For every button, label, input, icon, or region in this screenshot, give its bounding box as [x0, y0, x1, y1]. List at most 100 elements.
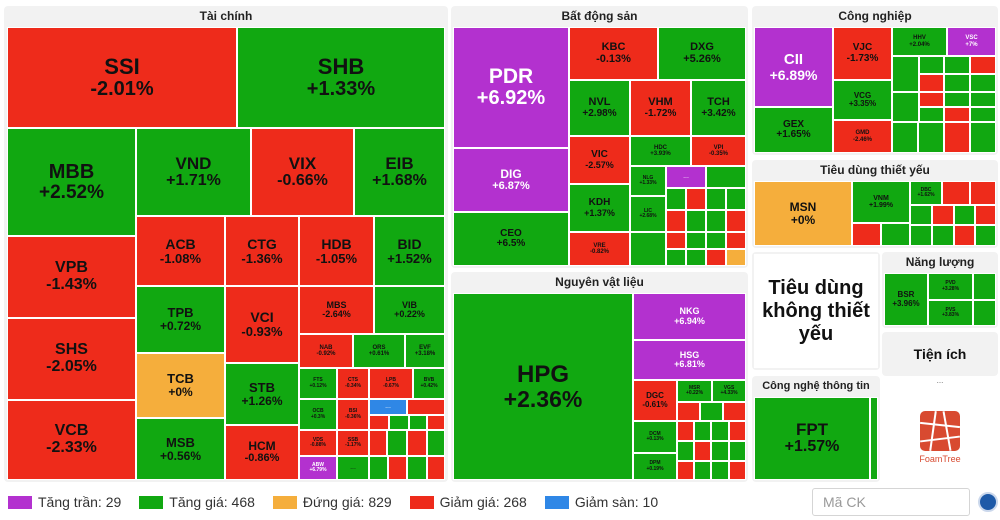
stock-tile-small[interactable] — [970, 74, 996, 92]
stock-tile-small[interactable] — [666, 232, 686, 249]
stock-tile-kbc[interactable]: KBC -0.13% — [569, 27, 658, 80]
stock-tile-small[interactable] — [944, 56, 970, 74]
stock-tile-dgc[interactable]: DGC -0.61% — [633, 380, 677, 421]
stock-tile-small[interactable] — [919, 56, 944, 74]
stock-tile-lpb[interactable]: LPB -0.67% — [369, 368, 413, 399]
stock-tile-hdc[interactable]: HDC +3.93% — [630, 136, 691, 166]
stock-tile-small[interactable] — [677, 441, 694, 461]
stock-tile-small[interactable] — [369, 415, 389, 430]
stock-tile-small[interactable] — [427, 430, 445, 456]
stock-tile-vhm[interactable]: VHM -1.72% — [630, 80, 691, 136]
stock-tile-small[interactable] — [686, 188, 706, 210]
stock-tile-shb[interactable]: SHB +1.33% — [237, 27, 445, 128]
stock-tile-small[interactable] — [970, 92, 996, 107]
stock-tile-pdr[interactable]: PDR +6.92% — [453, 27, 569, 148]
stock-tile-small[interactable] — [694, 461, 711, 480]
stock-tile-vci[interactable]: VCI -0.93% — [225, 286, 299, 363]
stock-tile-bid[interactable]: BID +1.52% — [374, 216, 445, 286]
stock-tile-bsi[interactable]: BSI -0.36% — [337, 399, 369, 430]
stock-tile-small[interactable] — [723, 402, 746, 421]
stock-tile-small[interactable] — [694, 421, 711, 441]
stock-tile-hhv[interactable]: HHV +2.04% — [892, 27, 947, 56]
stock-tile-vpi[interactable]: VPI -0.35% — [691, 136, 746, 166]
stock-tile-hpg[interactable]: HPG +2.36% — [453, 293, 633, 480]
stock-tile-tpb[interactable]: TPB +0.72% — [136, 286, 225, 353]
stock-tile-nlg[interactable]: NLG +1.33% — [630, 166, 666, 196]
stock-tile-cts[interactable]: CTS -0.34% — [337, 368, 369, 399]
more-tile[interactable]: ... — [337, 456, 369, 480]
stock-tile-dxg[interactable]: DXG +5.26% — [658, 27, 746, 80]
stock-tile-msb[interactable]: MSB +0.56% — [136, 418, 225, 480]
stock-tile-vic[interactable]: VIC -2.57% — [569, 136, 630, 184]
stock-tile-vcg[interactable]: VCG +3.35% — [833, 80, 892, 120]
stock-tile-vnm[interactable]: VNM +1.99% — [852, 181, 910, 223]
stock-tile-small[interactable] — [944, 92, 970, 107]
stock-tile-small[interactable] — [726, 188, 746, 210]
stock-tile-small[interactable] — [892, 56, 919, 92]
foamtree-logo[interactable]: FoamTree — [884, 394, 996, 480]
stock-tile-small[interactable] — [726, 210, 746, 232]
stock-tile-small[interactable] — [932, 205, 954, 225]
stock-tile-small[interactable] — [881, 223, 910, 246]
stock-tile-vnd[interactable]: VND +1.71% — [136, 128, 251, 216]
stock-tile-small[interactable] — [706, 166, 746, 188]
stock-tile-hsg[interactable]: HSG +6.81% — [633, 340, 746, 380]
stock-tile-small[interactable] — [729, 461, 746, 480]
stock-tile-small[interactable] — [954, 225, 975, 246]
stock-tile-small[interactable] — [427, 456, 445, 480]
stock-tile-small[interactable] — [630, 232, 666, 266]
stock-tile-vre[interactable]: VRE -0.82% — [569, 232, 630, 266]
stock-tile-small[interactable] — [427, 415, 445, 430]
stock-tile-msr[interactable]: MSR +0.22% — [677, 380, 712, 402]
stock-tile-small[interactable] — [666, 188, 686, 210]
stock-tile-mbb[interactable]: MBB +2.52% — [7, 128, 136, 236]
stock-tile-hcm[interactable]: HCM -0.86% — [225, 425, 299, 480]
stock-tile-small[interactable] — [369, 430, 387, 456]
stock-tile-small[interactable] — [970, 122, 996, 153]
more-tile[interactable]: ... — [666, 166, 706, 188]
stock-tile-dcm[interactable]: DCM +0.13% — [633, 421, 677, 453]
stock-code-search-input[interactable] — [812, 488, 970, 516]
stock-tile-ocb[interactable]: OCB +0.3% — [299, 399, 337, 430]
stock-tile-stb[interactable]: STB +1.26% — [225, 363, 299, 425]
stock-tile-msn[interactable]: MSN +0% — [754, 181, 852, 246]
stock-tile-small[interactable] — [700, 402, 723, 421]
stock-tile-pvd[interactable]: PVD +3.28% — [928, 273, 973, 300]
stock-tile-bsr[interactable]: BSR +3.96% — [884, 273, 928, 326]
stock-tile-small[interactable] — [892, 122, 918, 153]
stock-tile-small[interactable] — [387, 430, 407, 456]
stock-tile-small[interactable] — [369, 456, 388, 480]
stock-tile-small[interactable] — [686, 210, 706, 232]
stock-tile-small[interactable] — [666, 249, 686, 266]
stock-tile-small[interactable] — [944, 107, 970, 122]
stock-tile-small[interactable] — [973, 300, 996, 326]
stock-tile-small[interactable] — [407, 456, 427, 480]
stock-tile-dbc[interactable]: DBC +1.62% — [910, 181, 942, 205]
stock-tile-small[interactable] — [919, 74, 944, 92]
stock-tile-small[interactable] — [686, 249, 706, 266]
stock-tile-lic[interactable]: LIC +2.68% — [630, 196, 666, 232]
stock-tile-small[interactable] — [870, 397, 878, 480]
stock-tile-shs[interactable]: SHS -2.05% — [7, 318, 136, 400]
stock-tile-evf[interactable]: EVF +3.18% — [405, 334, 445, 368]
stock-tile-small[interactable] — [852, 223, 881, 246]
stock-tile-small[interactable] — [711, 461, 729, 480]
stock-tile-small[interactable] — [726, 249, 746, 266]
stock-tile-small[interactable] — [970, 56, 996, 74]
stock-tile-ors[interactable]: ORS +0.61% — [353, 334, 405, 368]
stock-tile-small[interactable] — [919, 92, 944, 107]
stock-tile-small[interactable] — [970, 107, 996, 122]
stock-tile-small[interactable] — [407, 399, 445, 415]
stock-tile-ceo[interactable]: CEO +6.5% — [453, 212, 569, 266]
stock-tile-ctg[interactable]: CTG -1.36% — [225, 216, 299, 286]
stock-tile-small[interactable] — [910, 205, 932, 225]
stock-tile-vjc[interactable]: VJC -1.73% — [833, 27, 892, 80]
stock-tile-small[interactable] — [975, 225, 996, 246]
stock-tile-vpb[interactable]: VPB -1.43% — [7, 236, 136, 318]
stock-tile-small[interactable] — [970, 181, 996, 205]
stock-tile-small[interactable] — [932, 225, 954, 246]
stock-tile-tch[interactable]: TCH +3.42% — [691, 80, 746, 136]
stock-tile-small[interactable] — [677, 402, 700, 421]
stock-tile-small[interactable] — [919, 107, 944, 122]
stock-tile-small[interactable] — [407, 430, 427, 456]
